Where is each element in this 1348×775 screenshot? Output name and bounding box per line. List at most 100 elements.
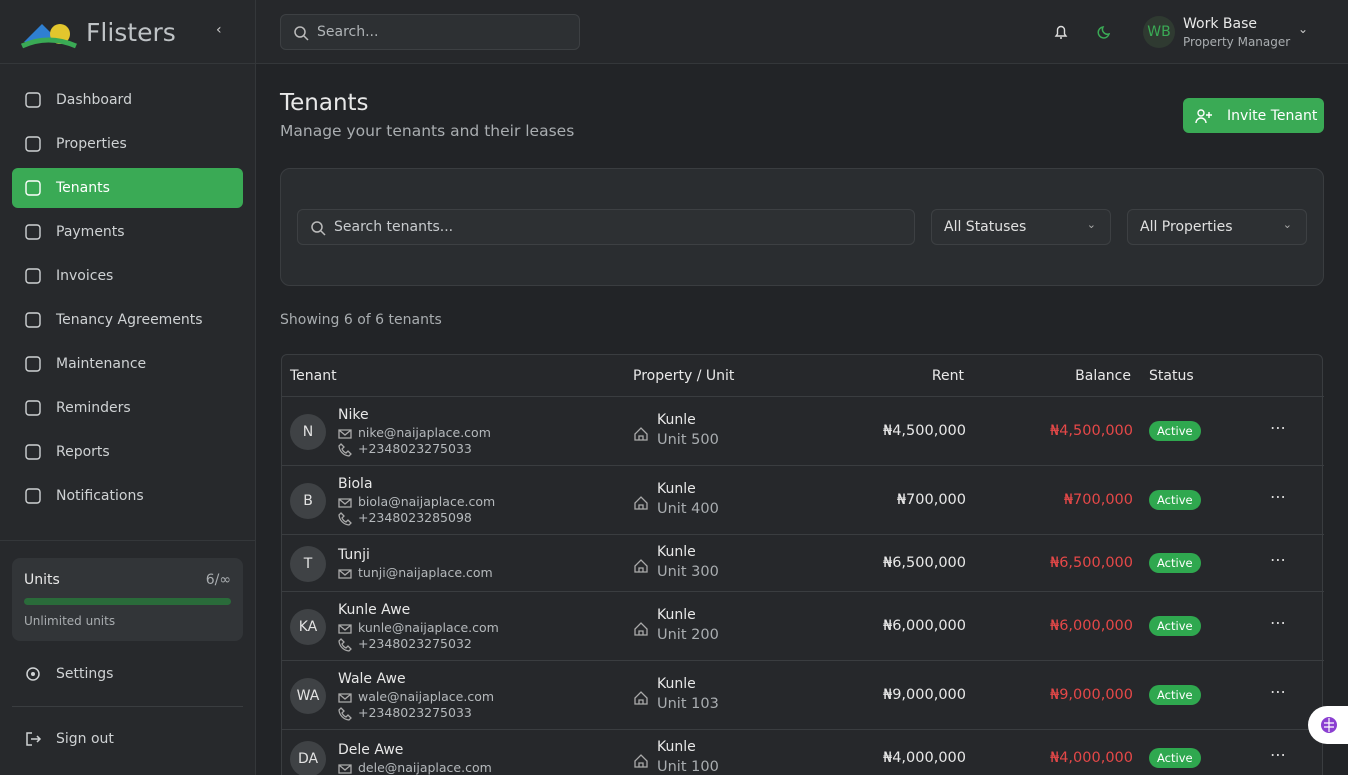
row-actions[interactable]: ⋯ xyxy=(1270,681,1286,701)
topbar: Search... WB Work Base Property Manager … xyxy=(256,0,1348,64)
tenant-avatar: KA xyxy=(290,608,326,645)
icon xyxy=(338,693,352,703)
tenant-email: biola@naijaplace.com xyxy=(358,494,496,509)
status-filter[interactable]: All Statuses ⌄ xyxy=(931,209,1111,245)
nav-item[interactable]: Properties xyxy=(12,124,243,164)
unit-name: Unit 400 xyxy=(657,500,719,517)
label: Reports xyxy=(56,444,110,460)
nav-item[interactable]: Tenants xyxy=(12,168,243,208)
nav-item[interactable]: Invoices xyxy=(12,256,243,296)
property-name: Kunle xyxy=(657,738,696,755)
icon xyxy=(25,312,41,328)
row-actions[interactable]: ⋯ xyxy=(1270,417,1286,437)
status-badge: Active xyxy=(1149,420,1201,441)
nav-item[interactable]: Payments xyxy=(12,212,243,252)
label: Tenants xyxy=(56,180,110,196)
label: Properties xyxy=(56,136,127,152)
signout-link[interactable]: Sign out xyxy=(12,719,243,759)
tenant-search[interactable]: Search tenants... xyxy=(297,209,915,245)
collapse-button[interactable]: ‹ xyxy=(216,22,222,38)
rent: ₦4,000,000 xyxy=(882,749,966,766)
placeholder: Search tenants... xyxy=(334,219,454,235)
main: Search... WB Work Base Property Manager … xyxy=(256,0,1348,775)
units-label: Units xyxy=(24,572,60,588)
bell-button[interactable] xyxy=(1053,24,1069,40)
balance: ₦700,000 xyxy=(1063,491,1133,508)
tenant-name: Dele Awe xyxy=(338,742,404,758)
tenant-email: kunle@naijaplace.com xyxy=(358,620,499,635)
balance: ₦6,500,000 xyxy=(1049,554,1133,571)
row-actions[interactable]: ⋯ xyxy=(1270,486,1286,506)
user-menu[interactable]: ⌄ xyxy=(1298,22,1309,36)
rent: ₦6,000,000 xyxy=(882,617,966,634)
tenant-name: Tunji xyxy=(338,547,370,563)
settings-link[interactable]: Settings xyxy=(12,654,243,694)
column-header: Balance xyxy=(1075,368,1131,384)
icon xyxy=(634,558,648,573)
logo xyxy=(20,24,77,49)
nav-item[interactable]: Reminders xyxy=(12,388,243,428)
brand: Flisters xyxy=(86,18,176,47)
sidebar: Flisters ‹ Dashboard Properties Tenants Pay… xyxy=(0,0,256,775)
rent: ₦6,500,000 xyxy=(882,554,966,571)
page-subtitle: Manage your tenants and their leases xyxy=(280,122,575,140)
theme-button[interactable] xyxy=(1097,24,1113,40)
units-note: Unlimited units xyxy=(24,614,116,628)
row-actions[interactable]: ⋯ xyxy=(1270,612,1286,632)
divider xyxy=(12,706,243,707)
unit-name: Unit 200 xyxy=(657,626,719,643)
icon xyxy=(25,224,41,240)
column-header: Rent xyxy=(931,368,964,384)
icon xyxy=(26,732,42,746)
nav-item[interactable]: Maintenance xyxy=(12,344,243,384)
icon xyxy=(25,268,41,284)
tenant-phone: +2348023285098 xyxy=(358,510,472,525)
icon xyxy=(338,569,352,579)
icon xyxy=(311,221,326,236)
icon xyxy=(25,488,41,504)
chevron: ⌄ xyxy=(1282,218,1292,231)
label: Reminders xyxy=(56,400,131,416)
row-actions[interactable]: ⋯ xyxy=(1270,744,1286,764)
assistant-button[interactable] xyxy=(1308,706,1348,744)
icon xyxy=(338,707,352,721)
icon xyxy=(294,26,309,41)
tenant-name: Wale Awe xyxy=(338,671,406,687)
column-header: Status xyxy=(1149,368,1194,384)
nav-item[interactable]: Dashboard xyxy=(12,80,243,120)
property-name: Kunle xyxy=(657,606,696,623)
icon xyxy=(25,356,41,372)
tenant-email: dele@naijaplace.com xyxy=(358,760,492,775)
nav-item[interactable]: Notifications xyxy=(12,476,243,516)
table-row: KA Kunle Awe kunle@naijaplace.com +23480232… xyxy=(282,591,1324,660)
tenant-email: wale@naijaplace.com xyxy=(358,689,495,704)
global-search[interactable]: Search... xyxy=(280,14,580,50)
label: Settings xyxy=(56,666,114,682)
icon xyxy=(25,92,41,108)
label: Payments xyxy=(56,224,125,240)
tenant-phone: +2348023275032 xyxy=(358,636,472,651)
row-actions[interactable]: ⋯ xyxy=(1270,549,1286,569)
tenant-email: nike@naijaplace.com xyxy=(358,425,491,440)
tenant-avatar: DA xyxy=(290,740,326,775)
icon xyxy=(634,753,648,768)
property-filter[interactable]: All Properties ⌄ xyxy=(1127,209,1307,245)
label: Invoices xyxy=(56,268,114,284)
avatar[interactable]: WB xyxy=(1143,16,1175,48)
tenant-avatar: B xyxy=(290,482,326,519)
icon xyxy=(338,429,352,439)
unit-name: Unit 300 xyxy=(657,563,719,580)
unit-name: Unit 100 xyxy=(657,758,719,775)
nav-item[interactable]: Tenancy Agreements xyxy=(12,300,243,340)
icon xyxy=(634,426,648,441)
tenants-table: Tenant Property / Unit Rent Balance Stat… xyxy=(281,354,1324,775)
invite-button[interactable]: Invite Tenant xyxy=(1183,98,1324,133)
rent: ₦9,000,000 xyxy=(882,686,966,703)
property-name: Kunle xyxy=(657,543,696,560)
tenant-phone: +2348023275033 xyxy=(358,441,472,456)
chevron: ⌄ xyxy=(1086,218,1096,231)
user-role: Property Manager xyxy=(1183,35,1291,49)
nav-item[interactable]: Reports xyxy=(12,432,243,472)
column-header: Property / Unit xyxy=(633,368,735,384)
